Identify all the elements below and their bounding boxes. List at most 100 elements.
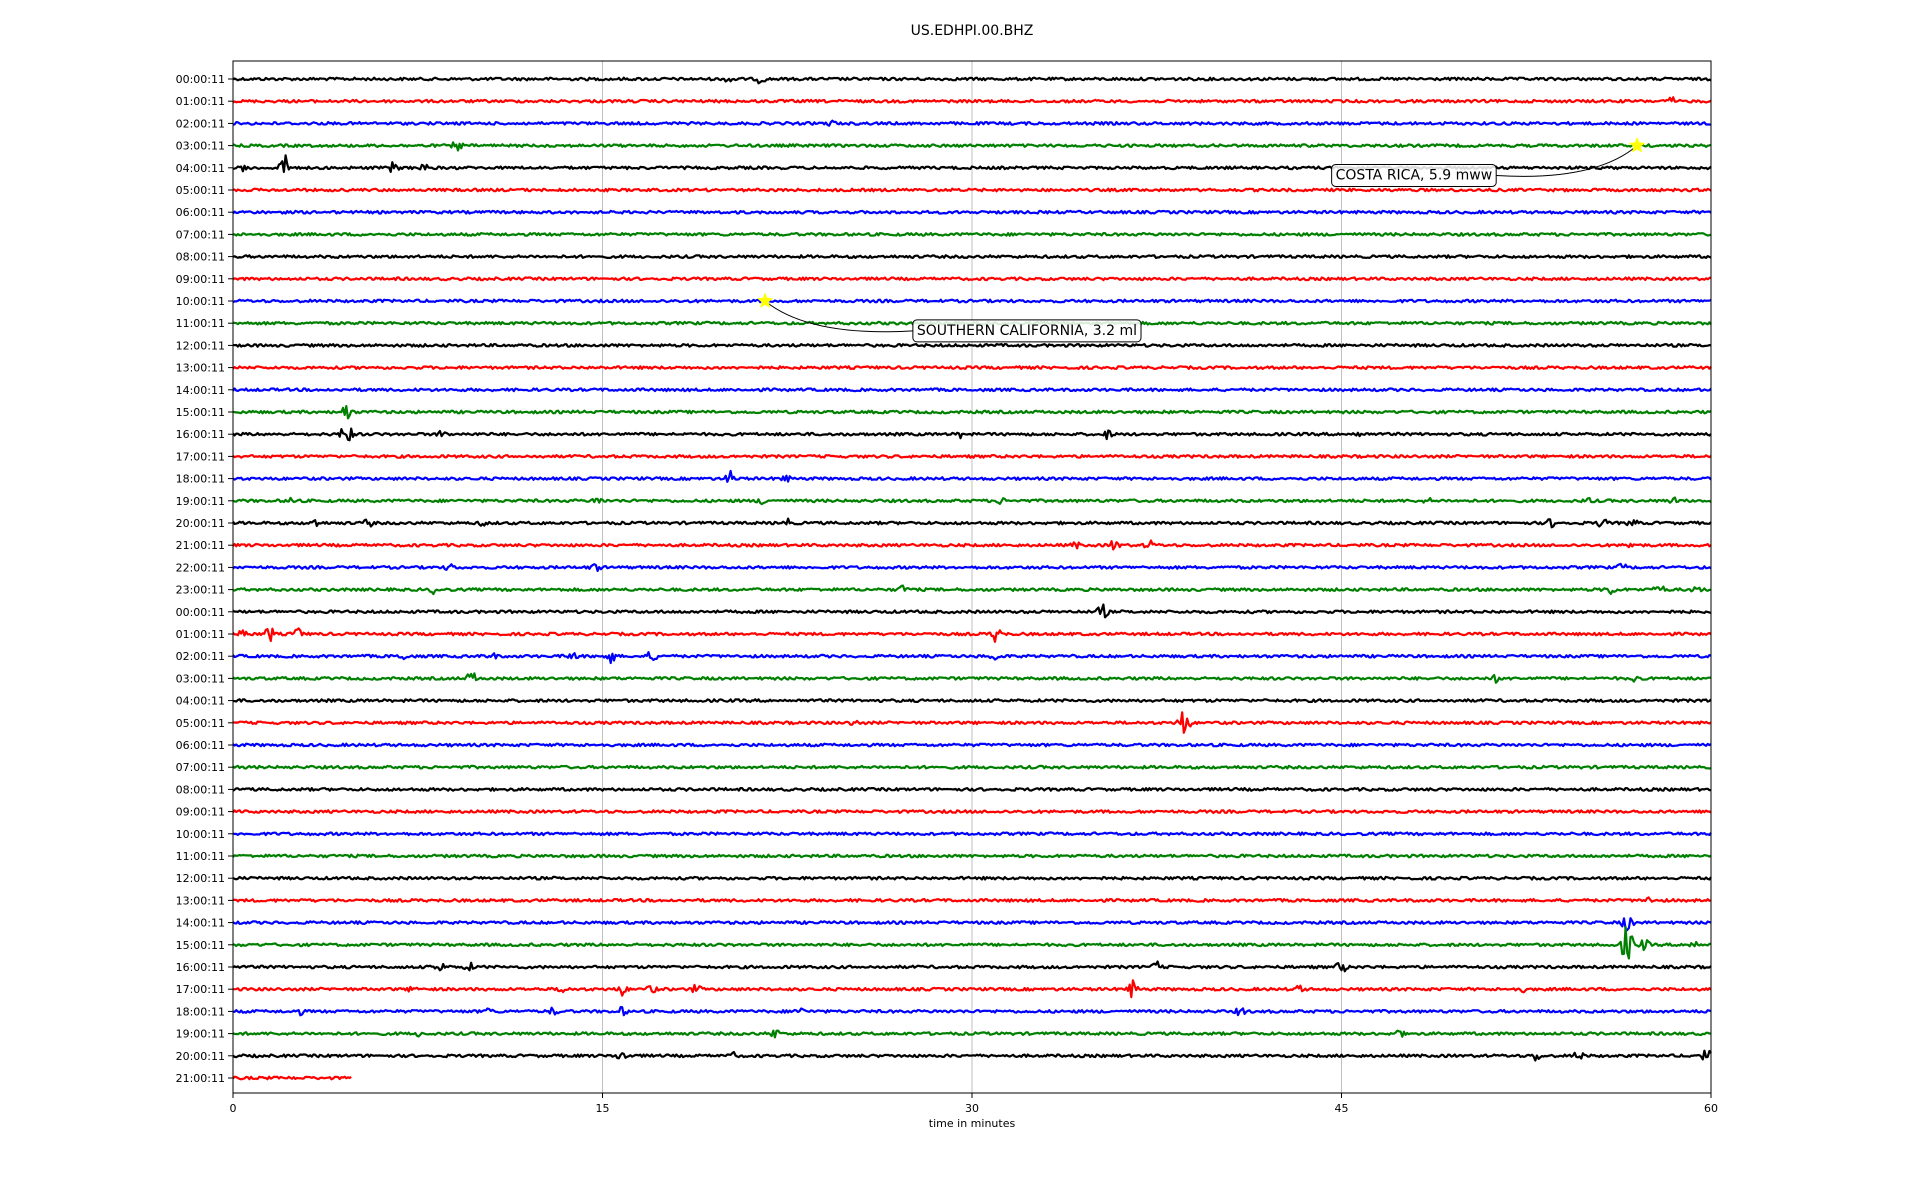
row-time-label: 03:00:11: [176, 140, 225, 153]
event-connector: [1496, 145, 1638, 177]
event-connector: [764, 300, 913, 333]
trace-row: [232, 141, 1712, 152]
trace-row: [232, 562, 1712, 572]
trace-row: [232, 405, 1712, 420]
event-star-marker: [756, 292, 774, 309]
x-tick-label: 30: [965, 1102, 979, 1115]
x-tick-label: 60: [1704, 1102, 1718, 1115]
trace-row: [232, 517, 1712, 529]
row-time-label: 22:00:11: [176, 561, 225, 574]
row-time-label: 07:00:11: [176, 228, 225, 241]
row-time-label: 19:00:11: [176, 1028, 225, 1041]
event-label-box: [1331, 163, 1497, 187]
trace-row: [232, 427, 1712, 442]
trace-row: [232, 651, 1712, 665]
row-time-label: 19:00:11: [176, 495, 225, 508]
row-time-label: 11:00:11: [176, 317, 225, 330]
x-tick-label: 15: [596, 1102, 610, 1115]
row-time-label: 13:00:11: [176, 362, 225, 375]
trace-row: [232, 209, 1712, 215]
row-time-label: 12:00:11: [176, 872, 225, 885]
row-time-label: 05:00:11: [176, 184, 225, 197]
row-time-label: 16:00:11: [176, 961, 225, 974]
x-axis: 0 15 30 45 60: [230, 1093, 1718, 1115]
trace-row: [232, 896, 1712, 903]
row-time-label: 14:00:11: [176, 917, 225, 930]
trace-row: [232, 917, 1712, 932]
row-time-label: 01:00:11: [176, 628, 225, 641]
trace-row: [232, 853, 1712, 859]
x-axis-label: time in minutes: [929, 1117, 1016, 1130]
row-time-label: 17:00:11: [176, 450, 225, 463]
row-time-label: 21:00:11: [176, 539, 225, 552]
trace-row: [232, 764, 1712, 770]
trace-row: [232, 960, 1712, 973]
trace-row: [232, 1029, 1711, 1039]
trace-row: [232, 119, 1712, 127]
trace-row: [232, 96, 1712, 104]
event-label: COSTA RICA, 5.9 mww: [1336, 167, 1493, 183]
trace-layer: [232, 76, 1712, 1081]
row-time-label: 10:00:11: [176, 295, 225, 308]
trace-row: [232, 584, 1712, 596]
trace-row: [232, 809, 1712, 814]
trace-row: [232, 276, 1712, 282]
row-time-label: 20:00:11: [176, 517, 225, 530]
row-time-label: 18:00:11: [176, 473, 225, 486]
x-tick-label: 0: [230, 1102, 237, 1115]
trace-row: [232, 1006, 1712, 1017]
trace-row: [232, 254, 1712, 259]
row-time-label: 23:00:11: [176, 584, 225, 597]
row-time-label: 02:00:11: [176, 650, 225, 663]
row-time-label: 17:00:11: [176, 983, 225, 996]
plot-frame: [232, 60, 1712, 1094]
trace-row: [232, 76, 1712, 85]
trace-row: [232, 539, 1712, 551]
trace-row: [232, 496, 1712, 506]
trace-row: [232, 365, 1712, 370]
row-time-label: 20:00:11: [176, 1050, 225, 1063]
row-time-label: 00:00:11: [176, 73, 225, 86]
trace-row: [232, 298, 1712, 304]
trace-row: [232, 787, 1711, 792]
row-time-label: 07:00:11: [176, 761, 225, 774]
trace-row: [232, 343, 1712, 348]
trace-row: [232, 627, 1712, 643]
event-layer: COSTA RICA, 5.9 mww SOUTHERN CALIFORNIA, …: [756, 136, 1646, 343]
row-time-label: 21:00:11: [176, 1072, 225, 1085]
row-time-label: 08:00:11: [176, 783, 225, 796]
row-time-label: 00:00:11: [176, 606, 225, 619]
trace-row: [232, 875, 1712, 881]
trace-row: [232, 1049, 1712, 1062]
row-time-label: 14:00:11: [176, 384, 225, 397]
row-time-label: 13:00:11: [176, 894, 225, 907]
trace-row: [232, 711, 1712, 734]
row-label-layer: 00:00:11 01:00:11 02:00:11 03:00:11 04:00:11…: [176, 73, 233, 1085]
trace-row: [232, 469, 1712, 483]
trace-row: [232, 742, 1712, 748]
trace-row: [232, 232, 1712, 237]
row-time-label: 01:00:11: [176, 95, 225, 108]
row-time-label: 05:00:11: [176, 717, 225, 730]
row-time-label: 18:00:11: [176, 1005, 225, 1018]
event-label: SOUTHERN CALIFORNIA, 3.2 ml: [917, 323, 1137, 339]
trace-row: [232, 698, 1712, 703]
row-time-label: 10:00:11: [176, 828, 225, 841]
row-time-label: 15:00:11: [176, 939, 225, 952]
row-time-label: 15:00:11: [176, 406, 225, 419]
event-star-marker: [1628, 136, 1646, 153]
row-time-label: 04:00:11: [176, 695, 225, 708]
row-time-label: 06:00:11: [176, 739, 225, 752]
event-label-box: [912, 319, 1142, 343]
chart-title: US.EDHPI.00.BHZ: [911, 23, 1034, 39]
row-time-label: 09:00:11: [176, 806, 225, 819]
trace-row: [232, 603, 1712, 619]
x-tick-label: 45: [1335, 1102, 1349, 1115]
trace-row: [232, 672, 1712, 684]
trace-row: [232, 925, 1712, 960]
trace-row: [232, 454, 1712, 459]
trace-row: [232, 387, 1712, 393]
trace-row: [233, 979, 1712, 999]
